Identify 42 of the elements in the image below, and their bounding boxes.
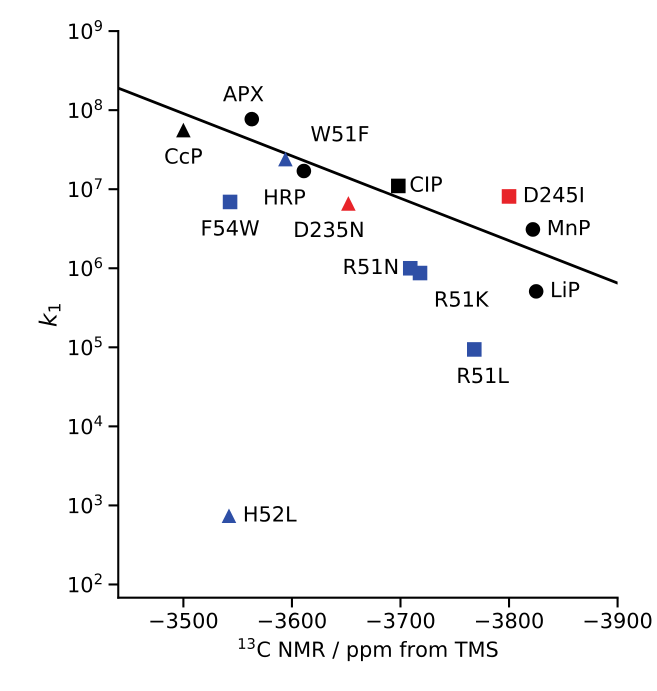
annotation: R51N — [344, 258, 398, 274]
point — [222, 194, 238, 210]
annotation: R51K — [436, 291, 489, 307]
point — [467, 342, 482, 357]
y-tick-label: 10$^{8}$ — [69, 99, 102, 118]
annotation: D245I — [524, 186, 583, 202]
x-tick-label: −3800 — [476, 612, 543, 628]
point — [528, 284, 544, 299]
annotation: D235N — [295, 222, 363, 238]
x-tick-label: −3900 — [584, 612, 652, 628]
y-tick-label: 10$^{2}$ — [69, 573, 102, 593]
point — [412, 266, 428, 280]
x-tick-label: −3700 — [367, 612, 434, 628]
x-tick-label: −3500 — [150, 612, 218, 628]
point — [296, 164, 312, 178]
annotation: W51F — [311, 126, 368, 142]
point — [502, 189, 516, 204]
y-tick-label: 10$^{4}$ — [69, 416, 102, 434]
annotation: H52L — [244, 506, 297, 522]
annotation: CIP — [410, 176, 442, 192]
point — [222, 508, 236, 524]
point — [526, 222, 540, 237]
annotation: CcP — [165, 148, 202, 164]
annotation: LiP — [552, 281, 580, 298]
x-axis-title: $^{13}$C NMR / ppm from TMS — [238, 638, 498, 662]
y-tick-label: 10$^{6}$ — [69, 257, 102, 276]
annotation: APX — [223, 86, 264, 102]
y-axis-title: k$_{1}$ — [38, 304, 60, 326]
y-tick-label: 10$^{5}$ — [69, 336, 102, 356]
point — [176, 122, 191, 138]
y-tick-label: 10$^{9}$ — [69, 20, 102, 40]
point — [341, 196, 356, 211]
annotation: F54W — [202, 220, 259, 236]
point — [391, 178, 406, 194]
annotation: HRP — [265, 189, 306, 205]
annotation: MnP — [548, 220, 590, 236]
y-tick-label: 10$^{3}$ — [69, 494, 102, 514]
x-tick-label: −3600 — [258, 612, 326, 628]
point — [278, 152, 293, 166]
y-tick-label: 10$^{7}$ — [69, 178, 102, 198]
annotation: R51L — [458, 368, 509, 384]
point — [244, 112, 260, 126]
